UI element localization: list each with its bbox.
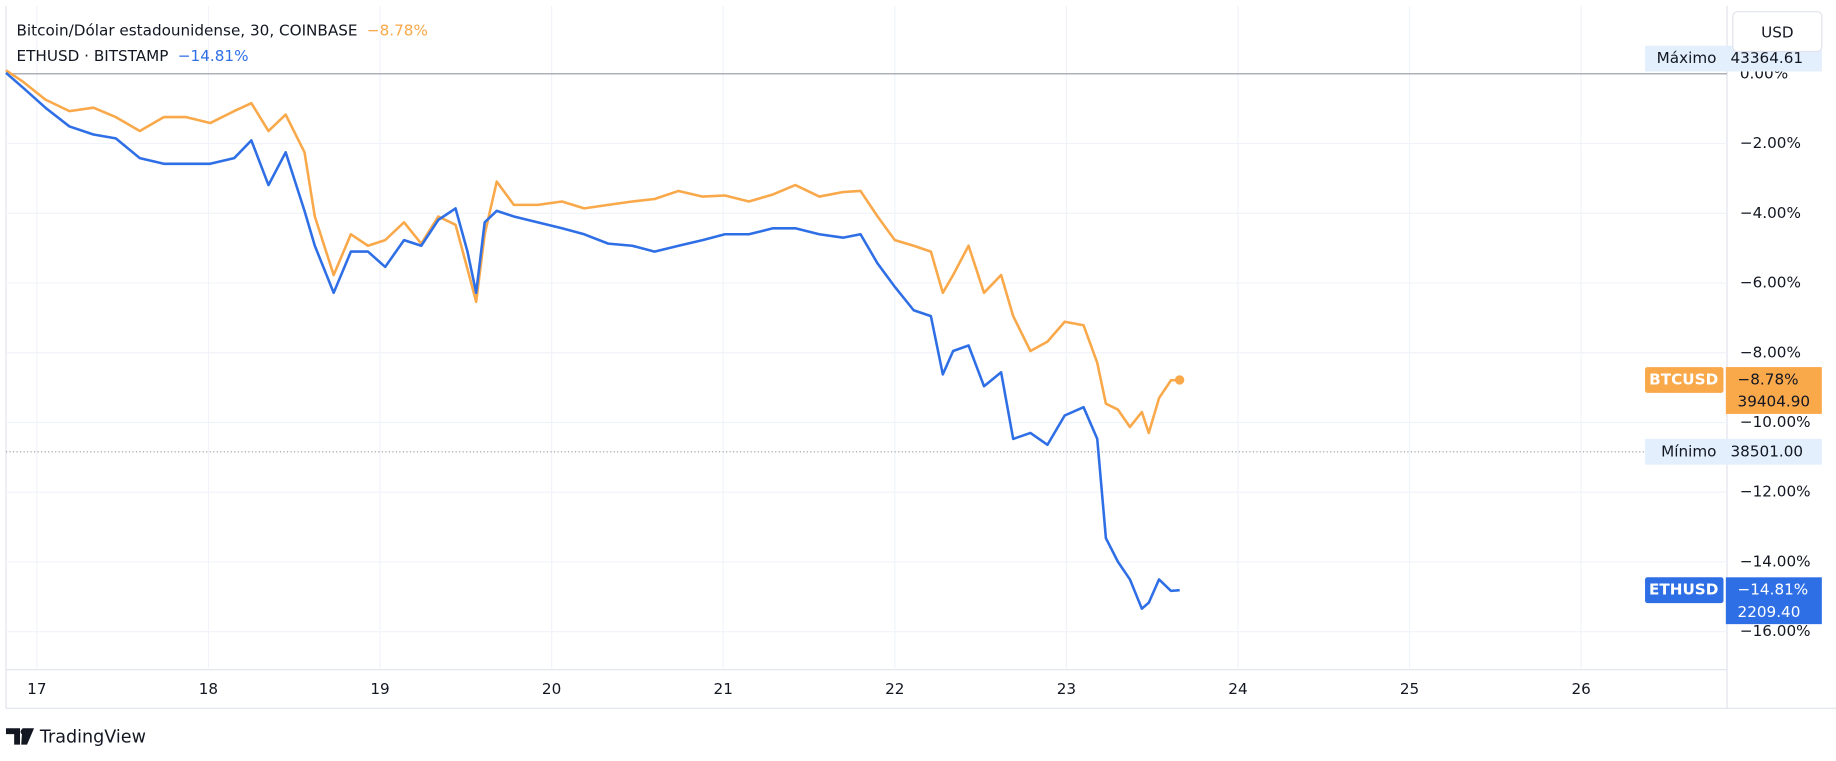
last-value-change: −14.81%: [1738, 581, 1809, 599]
grid: [5, 5, 1728, 670]
y-tick-label: −2.00%: [1740, 134, 1801, 152]
y-tick-label: −4.00%: [1740, 204, 1801, 222]
x-tick-label: 19: [370, 680, 389, 698]
lines: [5, 69, 1728, 610]
x-tick-label: 23: [1057, 680, 1076, 698]
legend-btc: Bitcoin/Dólar estadounidense, 30, COINBA…: [17, 21, 428, 39]
last-value-change: −8.78%: [1738, 370, 1799, 388]
y-tick-label: −10.00%: [1740, 413, 1811, 431]
last-value-price: 39404.90: [1738, 393, 1811, 411]
series-name: ETHUSD: [1649, 581, 1718, 599]
series-name: BTCUSD: [1649, 370, 1718, 388]
last-value-price: 2209.40: [1738, 603, 1801, 621]
legend-description: ETHUSD · BITSTAMP: [17, 47, 169, 65]
currency[interactable]: USD: [1761, 23, 1794, 41]
price-line-name: Máximo: [1657, 49, 1717, 67]
y-tick-label: −8.00%: [1740, 343, 1801, 361]
x-tick-label: 21: [714, 680, 733, 698]
x-tick-label: 25: [1400, 680, 1419, 698]
x-tick-label: 24: [1228, 680, 1247, 698]
y-tick-label: −6.00%: [1740, 274, 1801, 292]
legend-description: Bitcoin/Dólar estadounidense, 30, COINBA…: [17, 21, 358, 39]
last-value-tag: [1725, 577, 1822, 625]
last-value-tag: [1725, 367, 1822, 414]
series-line: [5, 69, 1180, 435]
series-name-tag: [1645, 577, 1724, 604]
currency-button[interactable]: [1732, 11, 1823, 53]
x-tick-label: 18: [199, 680, 218, 698]
brand: TradingView: [39, 728, 146, 748]
brand-logo: [5, 728, 35, 745]
x-tick-label: 26: [1571, 680, 1590, 698]
y-tick-label: −12.00%: [1740, 483, 1811, 501]
logo: [5, 728, 35, 745]
logo-dot: [20, 728, 27, 735]
y-tick-label: −16.00%: [1740, 622, 1811, 640]
axes: 17 18 19 20 21 22 23 24 25 260.00%−2.00%−4.00%−6.…: [27, 64, 1810, 698]
x-tick-label: 22: [885, 680, 904, 698]
last-point: [1174, 375, 1185, 385]
x-tick-label: 17: [27, 680, 46, 698]
price-line-price: 43364.61: [1731, 49, 1804, 67]
price-line-tag: [1645, 438, 1822, 465]
series-line: [5, 71, 1180, 610]
legend-change: −8.78%: [367, 21, 428, 39]
x-tick-label: 20: [542, 680, 561, 698]
legend-eth: ETHUSD · BITSTAMP −14.81%: [17, 47, 249, 65]
price-line-price: 38501.00: [1731, 442, 1804, 460]
series-name-tag: [1645, 367, 1724, 393]
price-line-name: Mínimo: [1661, 442, 1716, 460]
y-tick-label: −14.00%: [1740, 552, 1811, 570]
legend-change: −14.81%: [178, 47, 249, 65]
